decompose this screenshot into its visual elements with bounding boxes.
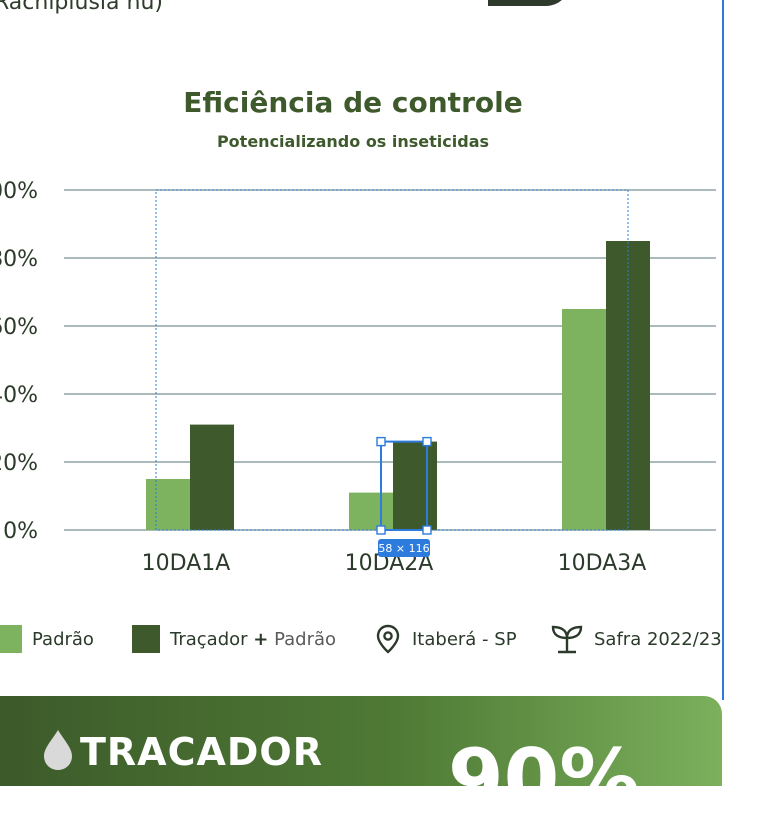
chart-bars: [146, 241, 650, 530]
y-tick-label: 100%: [0, 179, 38, 204]
chart-title: Eficiência de controle: [183, 86, 523, 119]
selected-bar-outline: [380, 440, 428, 532]
y-tick-label: 80%: [0, 247, 38, 272]
logo-fragment: [488, 0, 570, 6]
legend-item-location: Itaberá - SP: [374, 622, 517, 656]
legend-label-tracador: Traçador + Padrão: [170, 629, 336, 650]
y-axis-labels: 0% 20% 40% 60% 80% 100%: [0, 179, 38, 544]
legend-item-season: Safra 2022/23: [550, 622, 722, 656]
legend-label-padrao: Padrão: [32, 628, 94, 650]
selection-size-badge: [378, 539, 430, 557]
location-pin-icon: [374, 624, 402, 654]
bar-tracador-10DA3A: [606, 241, 650, 530]
legend-tracador-rest: Padrão: [274, 628, 337, 650]
legend-plus: +: [253, 628, 269, 650]
legend-swatch-dark: [132, 625, 160, 653]
chart-subtitle: Potencializando os inseticidas: [216, 132, 490, 151]
legend-location: Itaberá - SP: [412, 628, 517, 650]
drop-logo-icon: [40, 728, 76, 776]
plant-icon: [550, 624, 584, 654]
bar-padrao-10DA1A: [146, 479, 190, 530]
banner-brand: TRACADOR: [80, 730, 323, 774]
legend-swatch-light: [0, 625, 22, 653]
x-tick-label: 10DA3A: [558, 551, 647, 576]
legend-item-tracador: Traçador + Padrão: [132, 622, 336, 656]
legend-season: Safra 2022/23: [594, 628, 722, 650]
canvas-frame-edge: [722, 0, 724, 700]
y-tick-label: 0%: [3, 519, 38, 544]
selection-handle: [422, 525, 432, 535]
corner-note: ···: [648, 0, 658, 5]
y-tick-label: 20%: [0, 451, 38, 476]
species-text: Rachiplusia nu): [0, 0, 163, 15]
y-tick-label: 60%: [0, 315, 38, 340]
bar-padrao-10DA2A: [349, 492, 393, 530]
x-tick-label: 10DA1A: [142, 551, 231, 576]
bar-padrao-10DA3A: [562, 309, 606, 530]
legend-item-padrao: Padrão: [0, 622, 94, 656]
selection-handle: [376, 436, 386, 447]
bar-tracador-10DA2A: [393, 441, 437, 530]
selection-overlay: 58 × 116: [155, 189, 629, 557]
selection-size-label: 58 × 116: [378, 542, 429, 555]
y-tick-label: 40%: [0, 383, 38, 408]
bar-tracador-10DA1A: [190, 424, 234, 530]
banner-stat: 90%: [448, 732, 640, 825]
selection-handle: [376, 525, 386, 535]
legend-tracador-main: Traçador: [170, 628, 248, 650]
selection-handle: [422, 436, 432, 447]
